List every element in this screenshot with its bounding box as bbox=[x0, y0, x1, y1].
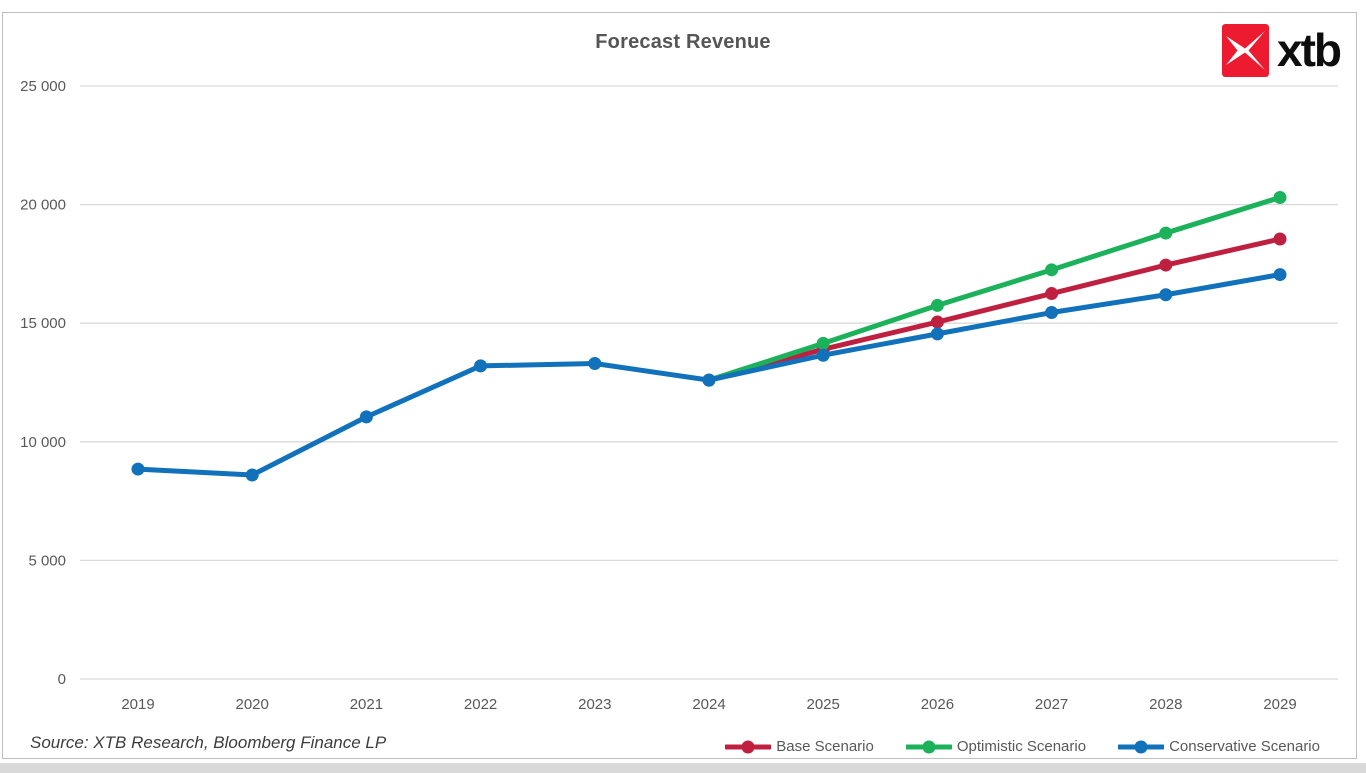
data-point-conservative-scenario bbox=[131, 462, 145, 476]
legend-item-base-scenario[interactable]: Base Scenario bbox=[725, 738, 874, 755]
chart-frame bbox=[2, 12, 1357, 759]
data-point-base-scenario bbox=[1273, 232, 1287, 246]
data-point-conservative-scenario bbox=[588, 357, 602, 371]
data-point-base-scenario bbox=[1045, 287, 1059, 301]
data-point-optimistic-scenario bbox=[1159, 226, 1173, 240]
data-point-optimistic-scenario bbox=[816, 336, 830, 350]
y-tick-label: 15 000 bbox=[20, 315, 66, 332]
x-tick-label: 2026 bbox=[921, 696, 954, 713]
data-point-base-scenario bbox=[1159, 258, 1173, 272]
xtb-bird-icon bbox=[1222, 24, 1269, 77]
legend-item-optimistic-scenario[interactable]: Optimistic Scenario bbox=[905, 738, 1087, 755]
x-tick-label: 2027 bbox=[1035, 696, 1068, 713]
page-bottom-strip bbox=[0, 763, 1366, 773]
x-tick-label: 2019 bbox=[121, 696, 154, 713]
data-point-base-scenario bbox=[930, 315, 944, 329]
series-line-optimistic-scenario bbox=[706, 194, 1283, 383]
legend-marker-icon bbox=[1118, 740, 1165, 753]
legend-label: Base Scenario bbox=[776, 738, 874, 755]
y-tick-label: 0 bbox=[58, 671, 66, 688]
chart-legend: Base Scenario Optimistic Scenario Conserva… bbox=[725, 738, 1320, 755]
data-point-conservative-scenario bbox=[1045, 306, 1059, 320]
x-tick-label: 2029 bbox=[1263, 696, 1296, 713]
legend-label: Optimistic Scenario bbox=[956, 738, 1087, 755]
data-point-conservative-scenario bbox=[816, 348, 830, 362]
xtb-logo: xtb bbox=[1222, 24, 1342, 77]
x-tick-label: 2021 bbox=[350, 696, 383, 713]
series-line-base-scenario bbox=[706, 236, 1283, 383]
data-point-conservative-scenario bbox=[702, 373, 716, 387]
xtb-logo-text: xtb bbox=[1277, 24, 1342, 76]
chart-title: Forecast Revenue bbox=[595, 31, 771, 53]
legend-marker-icon bbox=[905, 740, 952, 753]
x-tick-label: 2025 bbox=[807, 696, 840, 713]
data-point-conservative-scenario bbox=[474, 359, 488, 373]
x-tick-label: 2028 bbox=[1149, 696, 1182, 713]
data-point-conservative-scenario bbox=[930, 327, 944, 341]
x-tick-label: 2023 bbox=[578, 696, 611, 713]
x-tick-label: 2024 bbox=[692, 696, 725, 713]
data-point-optimistic-scenario bbox=[1045, 263, 1059, 277]
data-point-optimistic-scenario bbox=[930, 298, 944, 312]
y-tick-label: 25 000 bbox=[20, 78, 66, 95]
data-point-optimistic-scenario bbox=[1273, 190, 1287, 204]
y-tick-label: 5 000 bbox=[28, 552, 66, 569]
legend-item-conservative-scenario[interactable]: Conservative Scenario bbox=[1118, 738, 1320, 755]
y-tick-label: 20 000 bbox=[20, 197, 66, 214]
y-tick-label: 10 000 bbox=[20, 434, 66, 451]
legend-label: Conservative Scenario bbox=[1169, 738, 1320, 755]
source-note: Source: XTB Research, Bloomberg Finance … bbox=[30, 733, 387, 752]
x-tick-label: 2020 bbox=[236, 696, 269, 713]
data-point-conservative-scenario bbox=[1159, 288, 1173, 302]
data-point-conservative-scenario bbox=[245, 468, 259, 482]
data-point-conservative-scenario bbox=[359, 410, 373, 424]
x-tick-label: 2022 bbox=[464, 696, 497, 713]
legend-marker-icon bbox=[725, 740, 772, 753]
data-point-conservative-scenario bbox=[1273, 268, 1287, 282]
